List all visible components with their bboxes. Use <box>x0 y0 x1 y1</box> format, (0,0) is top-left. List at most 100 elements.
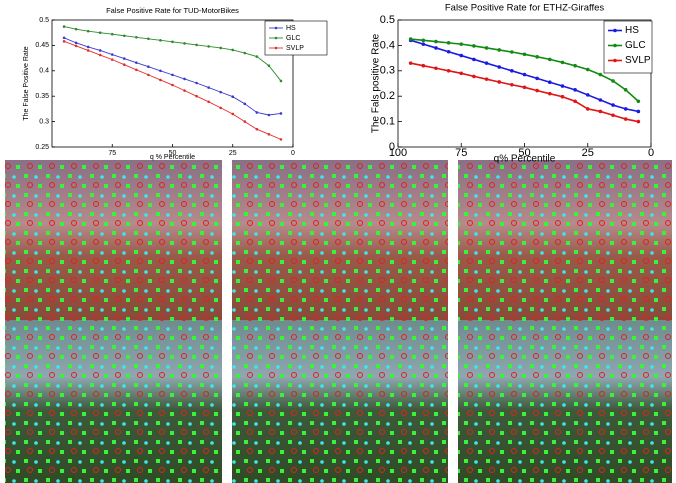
legend-label: SVLP <box>286 45 304 52</box>
data-point <box>135 61 138 64</box>
data-point <box>598 72 603 77</box>
data-point <box>243 51 247 55</box>
x-tick-label: 75 <box>108 150 116 157</box>
data-point <box>62 40 66 43</box>
data-point <box>421 42 426 46</box>
legend-label: HS <box>625 25 639 36</box>
legend-label: SVLP <box>625 55 651 66</box>
data-point <box>159 39 162 42</box>
data-point <box>446 49 451 54</box>
data-point <box>510 82 514 87</box>
data-point <box>623 107 628 111</box>
data-point <box>573 88 577 92</box>
data-point <box>183 77 186 81</box>
chart: False Positive Rate for TUD-MotorBikes 0.… <box>23 6 328 161</box>
data-point <box>74 27 78 31</box>
data-point <box>74 41 78 45</box>
data-point <box>535 88 539 93</box>
data-point <box>522 52 527 57</box>
data-point <box>522 72 527 77</box>
data-point <box>231 112 235 116</box>
data-point <box>446 69 451 73</box>
data-point <box>472 57 476 62</box>
data-point <box>497 48 502 52</box>
data-point <box>510 69 514 73</box>
data-point <box>279 112 283 115</box>
image-column <box>5 160 222 483</box>
data-point <box>535 55 539 59</box>
legend: HS GLC SVLP <box>603 20 653 74</box>
data-point <box>548 57 552 62</box>
data-point <box>231 48 235 52</box>
data-point <box>243 102 247 106</box>
data-point <box>585 93 590 97</box>
data-point <box>147 73 150 77</box>
data-point <box>510 50 514 54</box>
data-point <box>123 34 126 38</box>
y-tick-label: 0.5 <box>39 17 49 24</box>
chart-title: False Positive Rate for ETHZ-Giraffes <box>445 3 605 14</box>
data-point <box>171 83 174 87</box>
x-tick-label: 75 <box>455 147 467 159</box>
x-tick-label: 50 <box>518 147 530 159</box>
data-point <box>459 53 464 58</box>
data-point <box>98 53 102 57</box>
chart: False Positive Rate for ETHZ-Giraffes 0 0.… <box>371 3 654 165</box>
data-point <box>535 76 539 81</box>
data-point <box>195 81 198 85</box>
x-tick-label: 100 <box>389 147 407 159</box>
data-point <box>560 60 565 65</box>
data-point <box>110 53 114 56</box>
data-point <box>159 78 162 82</box>
data-point <box>472 74 476 79</box>
y-tick-label: 0.5 <box>380 14 395 26</box>
data-point <box>636 119 641 124</box>
feature-overlay <box>5 160 222 320</box>
data-point <box>623 88 628 92</box>
x-tick-label: 25 <box>582 147 594 159</box>
data-point <box>255 111 259 114</box>
data-point <box>279 79 283 83</box>
y-tick-label: 0.3 <box>380 65 395 77</box>
x-axis-label: q % Percentile <box>150 154 195 161</box>
data-point <box>123 63 126 67</box>
legend: HS GLC SVLP <box>264 20 328 56</box>
y-tick-label: 0.4 <box>39 68 49 75</box>
legend-marker <box>613 58 617 63</box>
data-point <box>219 90 222 94</box>
data-point <box>207 86 210 89</box>
data-point <box>623 117 628 121</box>
data-point <box>135 68 138 72</box>
data-point <box>171 73 174 77</box>
x-tick-label: 50 <box>169 150 177 157</box>
data-point <box>255 55 259 58</box>
legend-label: GLC <box>286 35 300 42</box>
legend-label: HS <box>286 25 296 32</box>
data-point <box>183 42 186 45</box>
feature-overlay <box>458 320 672 483</box>
y-axis-label: The Fals positive Rate <box>371 33 382 133</box>
data-point <box>255 127 259 131</box>
data-point <box>267 113 271 117</box>
data-point <box>598 109 603 114</box>
data-point <box>434 46 438 50</box>
data-point <box>636 99 641 104</box>
data-point <box>611 113 615 118</box>
data-point <box>484 77 489 81</box>
y-axis-label: The False Positive Rate <box>23 46 30 120</box>
data-point <box>86 45 90 49</box>
y-tick-label: 0.35 <box>35 93 49 100</box>
data-point <box>98 31 102 34</box>
data-point <box>159 69 162 73</box>
feature-overlay <box>458 160 672 320</box>
data-point <box>497 65 502 69</box>
data-point <box>408 61 413 65</box>
data-point <box>611 79 615 83</box>
x-axis-label: q% Percentile <box>494 154 556 165</box>
data-point <box>459 42 464 46</box>
data-point <box>434 66 438 71</box>
data-point <box>434 39 438 44</box>
data-point <box>98 49 102 52</box>
y-tick-label: 0.1 <box>380 116 395 128</box>
